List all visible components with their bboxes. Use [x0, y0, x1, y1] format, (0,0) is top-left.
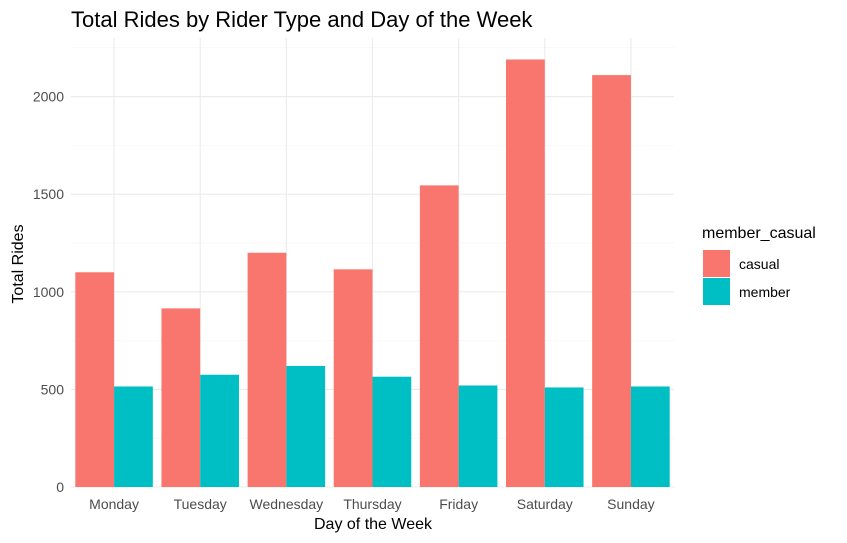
- bar-casual-thursday: [333, 269, 373, 487]
- bar-member-wednesday: [286, 365, 326, 487]
- bar-member-tuesday: [200, 374, 239, 487]
- y-tick-label: 0: [56, 479, 64, 495]
- bar-casual-tuesday: [161, 308, 201, 487]
- bar-casual-sunday: [592, 75, 631, 487]
- y-axis-ticks: 0 500 1000 1500 2000: [33, 89, 64, 495]
- x-tick-label: Friday: [439, 496, 478, 512]
- bar-member-friday: [458, 385, 498, 487]
- chart-title: Total Rides by Rider Type and Day of the…: [71, 7, 533, 32]
- legend-label-casual: casual: [739, 256, 779, 272]
- x-tick-label: Monday: [89, 496, 139, 512]
- x-axis-ticks: Monday Tuesday Wednesday Thursday Friday Satu…: [89, 496, 655, 512]
- x-axis-title: Day of the Week: [314, 516, 433, 533]
- bar-member-thursday: [372, 376, 412, 487]
- y-tick-label: 2000: [33, 89, 64, 105]
- y-tick-label: 1000: [33, 284, 64, 300]
- bar-member-monday: [114, 386, 153, 487]
- legend: member_casual casual member: [702, 225, 816, 305]
- bar-casual-friday: [419, 185, 459, 487]
- legend-key-casual: [703, 250, 730, 277]
- legend-title: member_casual: [702, 225, 816, 242]
- y-tick-label: 1500: [33, 186, 64, 202]
- x-tick-label: Saturday: [517, 496, 573, 512]
- x-tick-label: Tuesday: [174, 496, 227, 512]
- bar-member-saturday: [544, 387, 584, 487]
- bar-casual-saturday: [506, 59, 545, 488]
- bar-casual-wednesday: [247, 252, 287, 487]
- bar-member-sunday: [630, 386, 670, 487]
- legend-label-member: member: [739, 284, 791, 300]
- y-axis-title: Total Rides: [10, 224, 27, 303]
- bar-casual-monday: [75, 272, 115, 487]
- y-tick-label: 500: [41, 381, 65, 397]
- x-tick-label: Thursday: [343, 496, 401, 512]
- bars: [75, 59, 670, 488]
- legend-key-member: [703, 278, 730, 305]
- x-tick-label: Wednesday: [250, 496, 324, 512]
- x-tick-label: Sunday: [607, 496, 654, 512]
